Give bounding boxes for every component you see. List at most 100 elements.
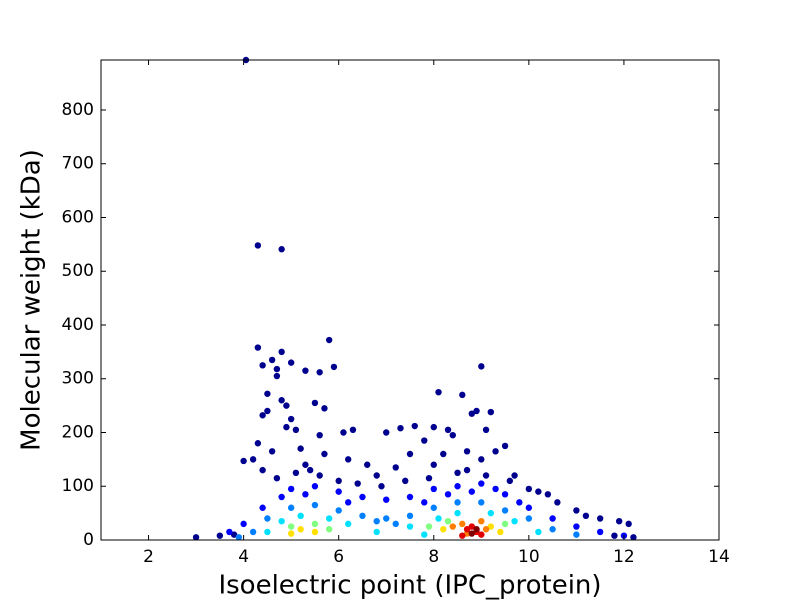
point: [482, 526, 490, 533]
point: [463, 526, 471, 533]
point: [297, 526, 304, 533]
point: [535, 528, 542, 536]
point: [345, 499, 352, 506]
point: [240, 457, 247, 465]
x-tick-label: 12: [613, 547, 635, 567]
point: [397, 424, 404, 432]
point: [373, 517, 380, 525]
point: [492, 448, 499, 455]
point: [349, 426, 357, 434]
point: [487, 523, 495, 530]
point: [287, 359, 295, 366]
point: [287, 530, 295, 537]
point: [573, 523, 580, 530]
point: [478, 499, 485, 506]
x-tick-label: 2: [143, 547, 154, 567]
y-axis-label: Molecular weight (kDa): [17, 149, 47, 451]
point: [316, 431, 323, 439]
point: [278, 517, 285, 525]
point: [383, 515, 390, 522]
point: [254, 440, 262, 447]
point: [487, 509, 495, 517]
point: [506, 477, 514, 485]
point: [463, 448, 471, 455]
y-tick-label: 500: [62, 261, 94, 281]
point: [478, 531, 485, 538]
point: [378, 483, 385, 490]
point: [278, 397, 285, 404]
point: [230, 531, 238, 538]
point: [311, 528, 319, 536]
point: [454, 469, 461, 477]
plot-frame: [100, 59, 720, 541]
point: [501, 491, 509, 498]
point: [192, 534, 200, 541]
point: [449, 431, 456, 439]
point: [596, 515, 604, 522]
point: [625, 520, 632, 528]
point: [302, 491, 309, 498]
point: [321, 450, 328, 458]
point: [311, 520, 319, 528]
point: [264, 390, 271, 397]
x-tick-label: 6: [333, 547, 344, 567]
point: [435, 388, 442, 396]
point: [240, 520, 247, 528]
point: [478, 363, 485, 370]
point: [316, 472, 323, 479]
point: [406, 523, 414, 530]
point: [345, 456, 352, 463]
point: [549, 526, 556, 533]
point: [435, 515, 442, 522]
point: [264, 515, 271, 522]
point: [325, 336, 333, 344]
point: [283, 402, 290, 409]
point: [335, 507, 342, 514]
point: [459, 520, 466, 528]
point: [249, 456, 257, 463]
point: [287, 523, 295, 530]
x-tick-label: 8: [428, 547, 439, 567]
point: [216, 532, 224, 539]
point: [287, 415, 295, 423]
point: [406, 493, 414, 501]
point: [273, 372, 281, 380]
point: [440, 526, 447, 533]
point: [454, 499, 461, 506]
point: [463, 466, 471, 474]
point: [473, 526, 480, 533]
point: [345, 520, 352, 528]
y-tick-label: 300: [62, 369, 94, 389]
point: [259, 504, 266, 511]
point: [325, 526, 333, 533]
x-tick-label: 10: [518, 547, 540, 567]
point: [468, 530, 475, 537]
point: [383, 429, 390, 436]
point: [430, 504, 437, 511]
point: [311, 483, 319, 490]
point: [454, 509, 461, 517]
point: [430, 485, 437, 493]
point: [302, 461, 309, 468]
point: [235, 534, 243, 541]
point: [392, 464, 399, 471]
point: [535, 488, 542, 495]
point: [373, 472, 380, 479]
point: [468, 488, 475, 495]
x-axis-label: Isoelectric point (IPC_protein): [218, 571, 601, 600]
point: [501, 442, 509, 450]
point: [425, 474, 433, 482]
point: [254, 344, 262, 351]
point: [411, 422, 418, 430]
point: [573, 531, 580, 538]
point: [330, 363, 338, 371]
point: [359, 512, 366, 520]
point: [440, 450, 447, 458]
x-tick-label: 14: [708, 547, 730, 567]
point: [264, 528, 271, 536]
y-tick-label: 200: [62, 422, 94, 442]
point: [615, 517, 623, 525]
point: [554, 499, 561, 506]
point: [444, 491, 452, 498]
